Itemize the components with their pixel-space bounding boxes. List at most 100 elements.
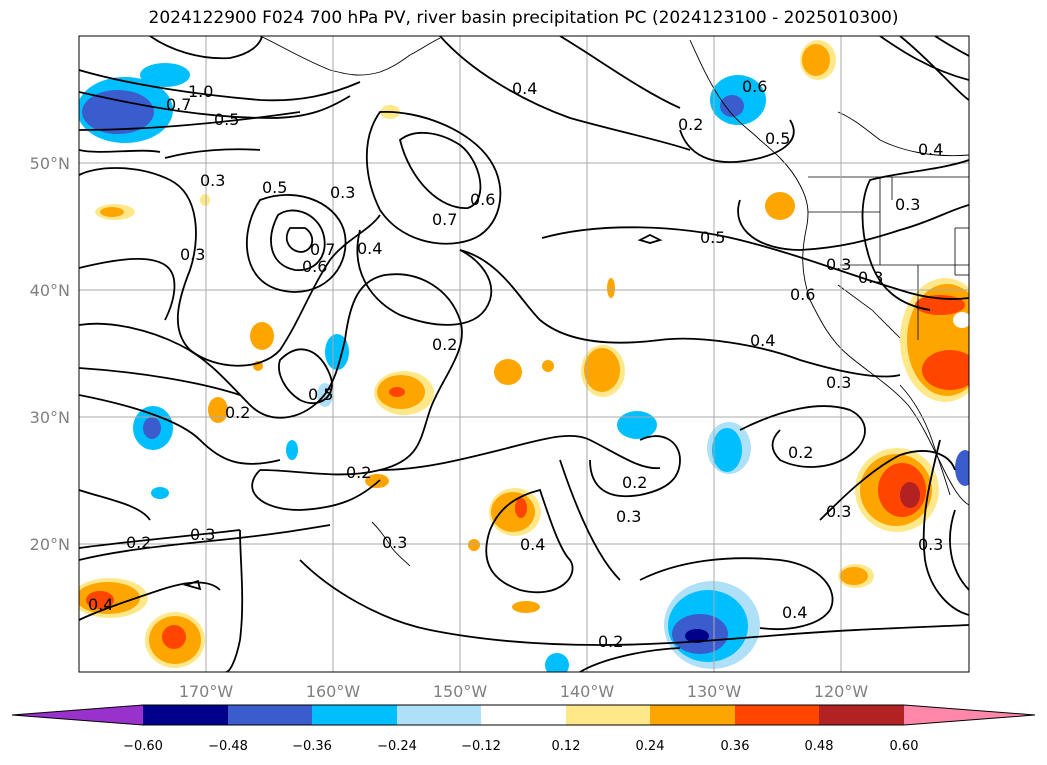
latitude-tick-labels: 50°N 40°N 30°N 20°N — [30, 154, 70, 554]
pos-anomaly-east-coast — [900, 278, 969, 402]
map-frame — [78, 35, 970, 673]
colorbar-segment — [312, 705, 397, 725]
map-panel: 1.0 0.7 0.5 0.4 0.6 0.5 0.3 0.5 0.3 0.6 … — [78, 35, 970, 673]
contour-label: 0.5 — [765, 129, 790, 148]
contour-label: 0.3 — [382, 533, 407, 552]
pv-contours — [79, 36, 969, 672]
contour-label: 0.4 — [520, 535, 545, 554]
contour-label: 0.3 — [895, 195, 920, 214]
political-boundaries — [808, 176, 969, 340]
contour-label: 0.3 — [826, 373, 851, 392]
colorbar-label: 0.12 — [552, 739, 581, 754]
contour-label: 0.4 — [88, 595, 113, 614]
lon-tick-label: 170°W — [179, 682, 234, 701]
contour-label: 0.2 — [598, 632, 623, 651]
contour-label: 0.4 — [782, 603, 807, 622]
colorbar-segment — [228, 705, 312, 725]
pos-anomaly-central-orange — [374, 371, 434, 415]
contour-label: 0.6 — [790, 285, 815, 304]
neg-anomaly-south — [664, 581, 760, 669]
colorbar-segment — [481, 705, 566, 725]
map-background — [79, 36, 969, 672]
pos-anomaly-sw-3 — [145, 612, 205, 668]
colorbar-extend-high — [904, 705, 1035, 725]
neg-anomaly-gulf-alaska — [710, 75, 766, 125]
contour-label: 0.7 — [166, 95, 191, 114]
colorbar-segment — [397, 705, 481, 725]
contour-label: 0.3 — [190, 525, 215, 544]
contour-label: 0.4 — [918, 140, 943, 159]
contour-label: 0.7 — [432, 210, 457, 229]
contour-label: 0.4 — [357, 239, 382, 258]
contour-label: 0.3 — [858, 268, 883, 287]
lat-tick-label: 30°N — [30, 408, 70, 427]
contour-label: 0.6 — [742, 77, 767, 96]
colorbar-outline — [11, 704, 1036, 726]
colorbar-label: 0.60 — [890, 739, 919, 754]
colorbar-segment — [819, 705, 904, 725]
lat-tick-label: 50°N — [30, 154, 70, 173]
contour-label: 0.6 — [470, 190, 495, 209]
contour-label: 0.5 — [308, 385, 333, 404]
colorbar: −0.60 −0.48 −0.36 −0.24 −0.12 0.12 0.24 … — [11, 704, 1036, 754]
map-content: 1.0 0.7 0.5 0.4 0.6 0.5 0.3 0.5 0.3 0.6 … — [79, 36, 969, 672]
contour-label: 0.2 — [622, 473, 647, 492]
contour-label: 0.3 — [826, 255, 851, 274]
contour-label: 0.2 — [126, 533, 151, 552]
colorbar-label: 0.24 — [636, 739, 665, 754]
contour-label: 0.2 — [225, 403, 250, 422]
colorbar-label: −0.36 — [292, 739, 332, 754]
contour-label: 0.3 — [330, 183, 355, 202]
lon-tick-label: 140°W — [560, 682, 615, 701]
contour-label: 0.2 — [678, 115, 703, 134]
colorbar-label: 0.48 — [805, 739, 834, 754]
pos-anomaly-hawaii-n — [250, 322, 274, 350]
contour-label: 0.3 — [180, 245, 205, 264]
pos-anomaly-se — [855, 448, 939, 532]
contour-labels: 1.0 0.7 0.5 0.4 0.6 0.5 0.3 0.5 0.3 0.6 … — [88, 77, 943, 651]
lat-tick-label: 20°N — [30, 535, 70, 554]
contour-label: 0.5 — [214, 110, 239, 129]
contour-label: 0.2 — [788, 443, 813, 462]
map-title: 2024122900 F024 700 hPa PV, river basin … — [148, 8, 899, 28]
contour-label: 0.2 — [432, 335, 457, 354]
contour-label: 0.3 — [616, 507, 641, 526]
gridlines — [79, 36, 969, 672]
colorbar-labels: −0.60 −0.48 −0.36 −0.24 −0.12 0.12 0.24 … — [123, 739, 918, 754]
lon-tick-label: 120°W — [814, 682, 869, 701]
contour-label: 0.2 — [346, 463, 371, 482]
contour-label: 0.6 — [302, 257, 327, 276]
neg-anomaly-nw — [79, 63, 190, 143]
contour-label: 1.0 — [188, 82, 213, 101]
lon-tick-label: 130°W — [687, 682, 742, 701]
colorbar-label: −0.24 — [377, 739, 417, 754]
colorbar-segment — [650, 705, 735, 725]
longitude-tick-labels: 170°W 160°W 150°W 140°W 130°W 120°W — [179, 682, 869, 701]
lat-tick-label: 40°N — [30, 281, 70, 300]
colorbar-extend-low — [12, 705, 143, 725]
contour-label: 0.4 — [750, 331, 775, 350]
contour-label: 0.7 — [310, 240, 335, 259]
pos-anomaly-nw-canada — [800, 40, 836, 80]
contour-label: 0.3 — [826, 502, 851, 521]
contour-label: 0.3 — [918, 535, 943, 554]
colorbar-label: −0.48 — [208, 739, 248, 754]
contour-label: 0.5 — [700, 228, 725, 247]
colorbar-label: −0.60 — [123, 739, 163, 754]
colorbar-label: 0.36 — [721, 739, 750, 754]
pos-anomaly-ne — [765, 192, 795, 220]
lon-tick-label: 160°W — [306, 682, 361, 701]
precip-anomaly-fills — [79, 40, 969, 672]
contour-label: 0.5 — [262, 178, 287, 197]
lon-tick-label: 150°W — [433, 682, 488, 701]
neg-anomaly-central — [325, 334, 349, 370]
colorbar-label: −0.12 — [461, 739, 501, 754]
contour-label: 0.3 — [200, 171, 225, 190]
contour-label: 0.4 — [512, 79, 537, 98]
colorbar-segment — [735, 705, 819, 725]
pos-anomaly-south-central — [489, 488, 541, 536]
colorbar-segment — [143, 705, 228, 725]
colorbar-segment — [566, 705, 650, 725]
coastlines — [259, 36, 969, 567]
